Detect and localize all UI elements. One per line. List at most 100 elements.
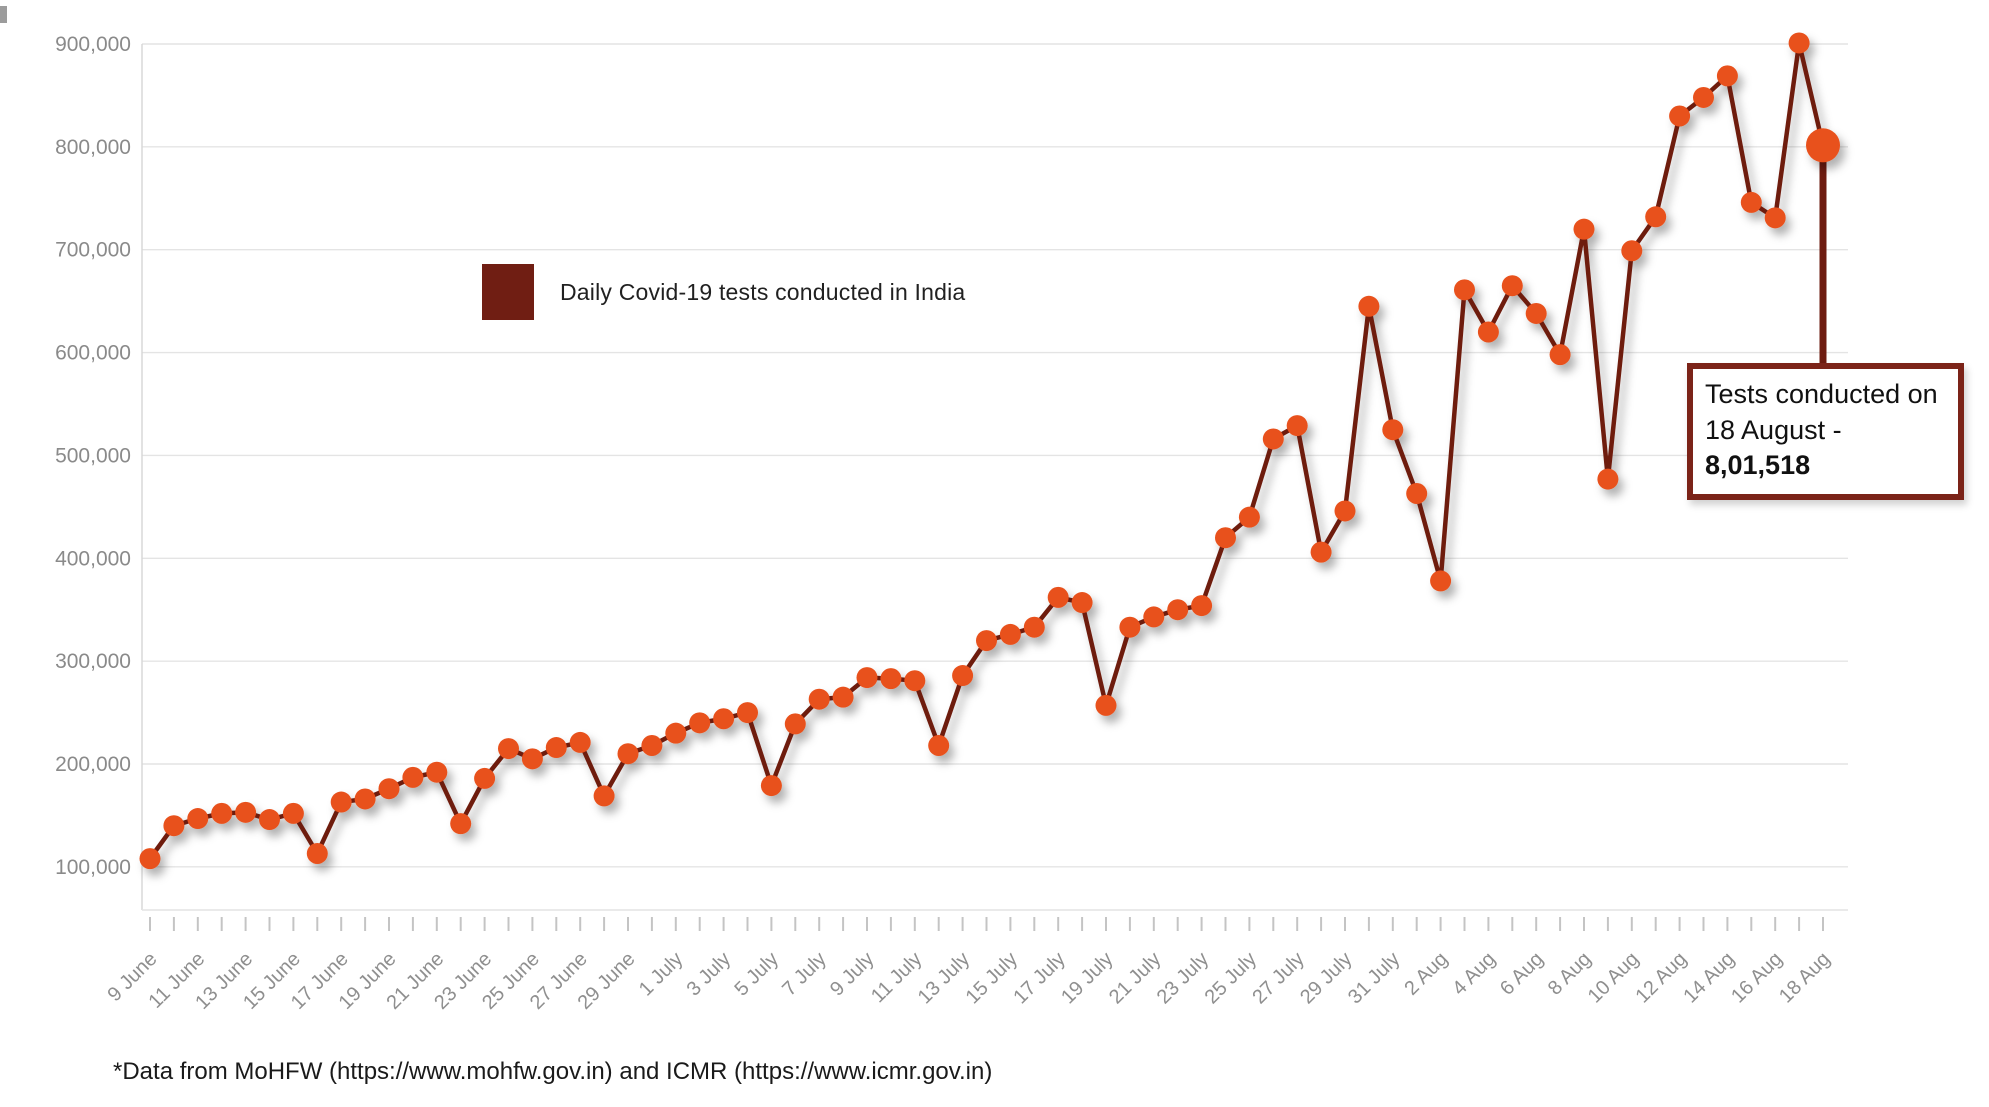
data-point — [1262, 428, 1284, 450]
y-axis-tick-label: 100,000 — [55, 856, 131, 879]
annotation-line1: Tests conducted on — [1705, 379, 1938, 409]
data-point — [737, 702, 758, 724]
y-axis-tick-label: 700,000 — [55, 239, 131, 262]
data-point — [378, 778, 400, 800]
data-point — [1286, 415, 1308, 437]
x-axis-tick-label: 15 July — [962, 948, 1022, 1008]
data-point — [1334, 500, 1356, 522]
data-point — [1382, 419, 1404, 441]
data-point — [1215, 527, 1236, 549]
data-point — [1477, 321, 1499, 343]
x-axis-tick-label: 21 July — [1105, 948, 1165, 1008]
data-point — [617, 743, 639, 765]
chart-canvas: 100,000 200,000 300,000 400,000 500,000 600,0… — [55, 32, 1848, 1014]
data-point — [976, 630, 997, 652]
data-point — [665, 722, 687, 744]
x-axis-tick-label: 6 Aug — [1496, 948, 1548, 1000]
data-point — [832, 686, 854, 708]
data-point — [1023, 616, 1045, 638]
x-axis-tick-label: 18 Aug — [1775, 948, 1835, 1008]
y-axis-tick-label: 200,000 — [55, 753, 131, 776]
data-point-highlighted — [1806, 128, 1840, 163]
x-axis-tick-label: 31 July — [1344, 948, 1404, 1008]
data-point — [1621, 240, 1643, 262]
x-axis-tick-label: 5 July — [730, 948, 783, 1001]
data-point — [760, 775, 782, 797]
data-point — [1071, 592, 1093, 614]
data-point — [1430, 570, 1452, 592]
y-axis-tick-label: 800,000 — [55, 136, 131, 159]
data-point — [1740, 191, 1762, 213]
data-point — [1716, 65, 1738, 87]
x-axis-tick-label: 7 July — [778, 948, 831, 1001]
data-point — [259, 809, 280, 831]
data-source-note: *Data from MoHFW (https://www.mohfw.gov.… — [113, 1058, 993, 1085]
data-point — [1501, 275, 1523, 297]
data-point — [163, 815, 185, 837]
data-point — [1454, 279, 1475, 301]
data-point — [235, 801, 257, 823]
legend-label: Daily Covid-19 tests conducted in India — [560, 278, 966, 305]
data-point — [1143, 606, 1165, 628]
screen-edge-artifact — [0, 6, 7, 23]
data-point — [928, 734, 950, 756]
data-point — [569, 731, 591, 753]
x-axis-tick-label: 29 July — [1296, 948, 1356, 1008]
data-point — [1358, 295, 1380, 317]
y-axis-tick-label: 600,000 — [55, 342, 131, 365]
data-point — [1191, 595, 1213, 617]
x-axis-tick-label: 1 July — [635, 948, 688, 1001]
x-axis-tick-label: 23 July — [1153, 948, 1213, 1008]
annotation-date: 18 August - — [1705, 414, 1842, 445]
data-point — [856, 667, 878, 689]
callout-annotation: Tests conducted on 18 August - 8,01,518 — [1687, 363, 1964, 500]
data-point — [593, 785, 615, 807]
x-axis-tick-label: 17 July — [1009, 948, 1069, 1008]
data-point — [426, 761, 448, 783]
x-axis-tick-label: 3 July — [683, 948, 736, 1001]
x-axis-tick-label: 19 July — [1057, 948, 1117, 1008]
data-point — [402, 766, 424, 788]
data-point — [999, 623, 1021, 645]
data-point — [784, 713, 806, 735]
data-point — [282, 802, 304, 824]
chart-legend: Daily Covid-19 tests conducted in India — [482, 264, 965, 320]
gridlines: 100,000 200,000 300,000 400,000 500,000 600,0… — [55, 33, 1848, 911]
x-axis-tick-label: 2 Aug — [1400, 948, 1452, 1000]
y-axis-tick-label: 900,000 — [55, 33, 131, 56]
data-point — [450, 813, 472, 835]
annotation-line2: 18 August - 8,01,518 — [1705, 413, 1946, 484]
data-point — [498, 738, 519, 760]
data-point — [211, 802, 233, 824]
data-point — [187, 808, 209, 830]
x-axis-tick-label: 27 July — [1248, 948, 1308, 1008]
legend-swatch — [482, 264, 534, 320]
data-point — [713, 708, 735, 730]
data-point — [1573, 218, 1595, 240]
data-point — [1310, 541, 1332, 563]
data-point — [354, 788, 376, 810]
x-axis-tick-label: 4 Aug — [1448, 948, 1500, 1000]
series-daily-tests — [139, 32, 1840, 870]
data-point — [1095, 694, 1117, 716]
x-axis-tick-label: 10 Aug — [1584, 948, 1644, 1008]
data-point — [545, 737, 567, 759]
data-point — [1788, 32, 1810, 54]
data-point — [1525, 302, 1547, 324]
data-point — [904, 670, 926, 692]
y-axis-tick-label: 500,000 — [55, 444, 131, 467]
data-point — [1167, 599, 1189, 621]
x-axis-tick-label: 25 July — [1201, 948, 1261, 1008]
data-point — [1549, 344, 1571, 366]
data-point — [689, 712, 711, 734]
data-point — [1669, 105, 1691, 127]
data-point — [474, 767, 496, 789]
data-point — [880, 668, 902, 690]
data-point — [808, 688, 830, 710]
data-point — [952, 665, 974, 687]
x-axis-tick-label: 13 July — [914, 948, 974, 1008]
series-line — [147, 40, 1826, 861]
y-axis-tick-label: 400,000 — [55, 547, 131, 570]
x-axis-tick-label: 14 Aug — [1679, 948, 1739, 1008]
